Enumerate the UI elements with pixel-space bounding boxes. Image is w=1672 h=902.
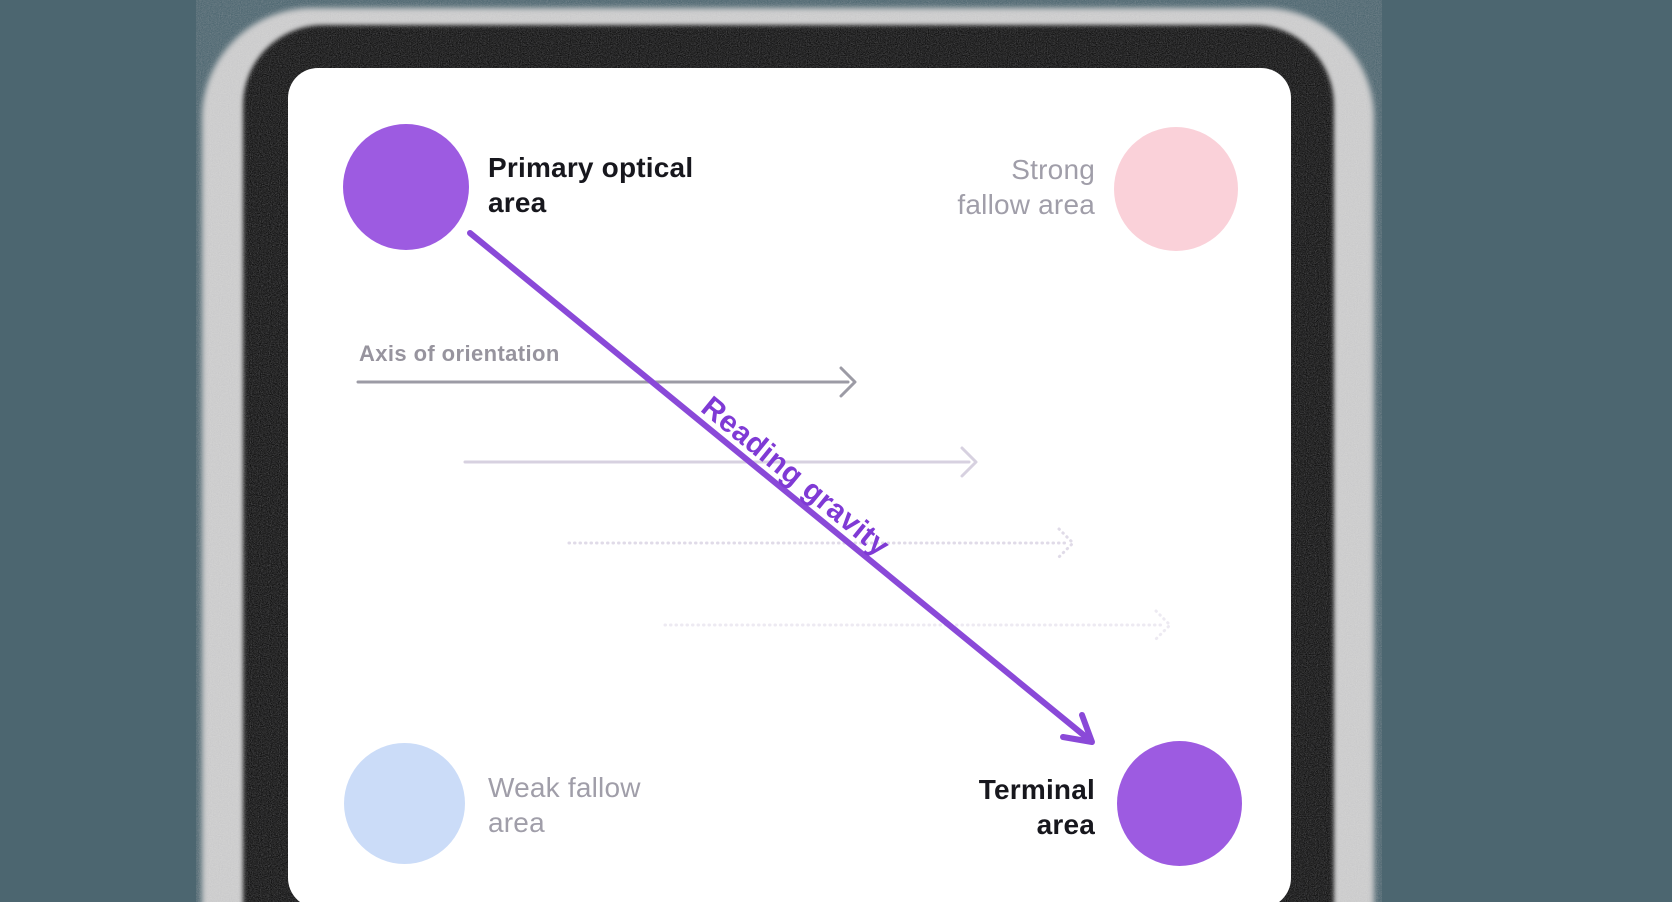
primary-optical-circle <box>343 124 469 250</box>
weak-fallow-label: Weak fallow area <box>488 772 641 838</box>
terminal-label: Terminal area <box>978 774 1095 840</box>
weak-fallow-circle <box>344 743 465 864</box>
terminal-circle <box>1117 741 1242 866</box>
strong-fallow-circle <box>1114 127 1238 251</box>
strong-fallow-label: Strong fallow area <box>957 154 1095 220</box>
axis-of-orientation-label: Axis of orientation <box>359 341 560 366</box>
primary-optical-label: Primary optical area <box>488 152 694 218</box>
